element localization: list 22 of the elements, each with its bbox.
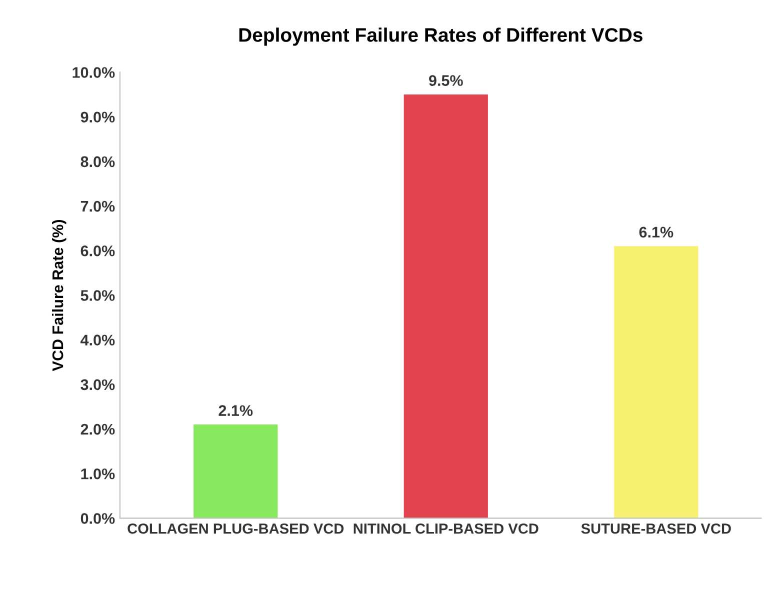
y-tick-label: 1.0%	[81, 468, 115, 480]
chart-title: Deployment Failure Rates of Different VCDs	[239, 28, 642, 46]
y-tick-label: 8.0%	[80, 156, 115, 168]
y-tick-label: 3.0%	[80, 379, 115, 390]
y-tick-label: 2.0%	[80, 424, 115, 435]
y-tick-label: 7.0%	[80, 200, 115, 212]
data-label: 2.1%	[218, 405, 253, 416]
data-label: 9.5%	[429, 75, 463, 86]
y-tick-label: 5.0%	[80, 290, 115, 301]
y-axis-title: VCD Failure Rate (%)	[52, 220, 66, 372]
bar	[404, 94, 488, 518]
y-tick-label: 9.0%	[80, 112, 115, 123]
y-tick-label: 0.0%	[80, 513, 115, 524]
y-tick-label: 10.0%	[72, 67, 115, 78]
bar	[194, 424, 278, 518]
x-tick-label: SUTURE-BASED VCD	[581, 523, 731, 534]
y-tick-label: 4.0%	[80, 334, 115, 346]
bar	[614, 246, 698, 518]
data-label: 6.1%	[639, 226, 674, 238]
y-tick-label: 6.0%	[80, 245, 115, 256]
x-tick-label: NITINOL CLIP-BASED VCD	[354, 523, 538, 534]
x-tick-label: COLLAGEN PLUG-BASED VCD	[128, 523, 344, 534]
